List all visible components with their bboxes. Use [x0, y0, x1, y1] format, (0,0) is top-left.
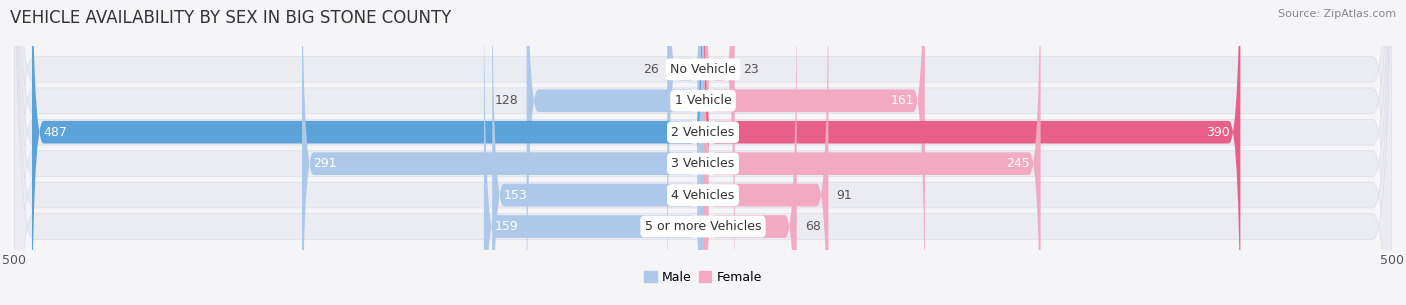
- Text: 5 or more Vehicles: 5 or more Vehicles: [645, 220, 761, 233]
- Text: 4 Vehicles: 4 Vehicles: [672, 188, 734, 202]
- Text: 26: 26: [643, 63, 659, 76]
- Text: 3 Vehicles: 3 Vehicles: [672, 157, 734, 170]
- FancyBboxPatch shape: [14, 0, 1392, 305]
- Text: 159: 159: [495, 220, 519, 233]
- Text: 390: 390: [1205, 126, 1229, 139]
- FancyBboxPatch shape: [703, 0, 925, 305]
- FancyBboxPatch shape: [302, 0, 703, 305]
- Text: 2 Vehicles: 2 Vehicles: [672, 126, 734, 139]
- FancyBboxPatch shape: [703, 0, 1040, 305]
- Text: VEHICLE AVAILABILITY BY SEX IN BIG STONE COUNTY: VEHICLE AVAILABILITY BY SEX IN BIG STONE…: [10, 9, 451, 27]
- Text: 487: 487: [44, 126, 67, 139]
- FancyBboxPatch shape: [14, 0, 1392, 305]
- Text: 153: 153: [503, 188, 527, 202]
- FancyBboxPatch shape: [703, 0, 797, 305]
- FancyBboxPatch shape: [14, 0, 1392, 305]
- Text: 161: 161: [890, 94, 914, 107]
- FancyBboxPatch shape: [484, 0, 703, 305]
- FancyBboxPatch shape: [703, 0, 1240, 305]
- Text: 245: 245: [1005, 157, 1029, 170]
- FancyBboxPatch shape: [14, 0, 1392, 305]
- Text: 23: 23: [742, 63, 759, 76]
- Text: 91: 91: [837, 188, 852, 202]
- FancyBboxPatch shape: [492, 0, 703, 305]
- FancyBboxPatch shape: [14, 0, 1392, 305]
- FancyBboxPatch shape: [32, 0, 703, 305]
- Text: No Vehicle: No Vehicle: [671, 63, 735, 76]
- Text: 1 Vehicle: 1 Vehicle: [675, 94, 731, 107]
- Legend: Male, Female: Male, Female: [640, 266, 766, 289]
- FancyBboxPatch shape: [527, 0, 703, 305]
- FancyBboxPatch shape: [14, 0, 1392, 305]
- FancyBboxPatch shape: [668, 0, 703, 305]
- Text: Source: ZipAtlas.com: Source: ZipAtlas.com: [1278, 9, 1396, 19]
- FancyBboxPatch shape: [703, 0, 735, 305]
- Text: 291: 291: [314, 157, 336, 170]
- Text: 128: 128: [495, 94, 519, 107]
- FancyBboxPatch shape: [703, 0, 828, 305]
- Text: 68: 68: [806, 220, 821, 233]
